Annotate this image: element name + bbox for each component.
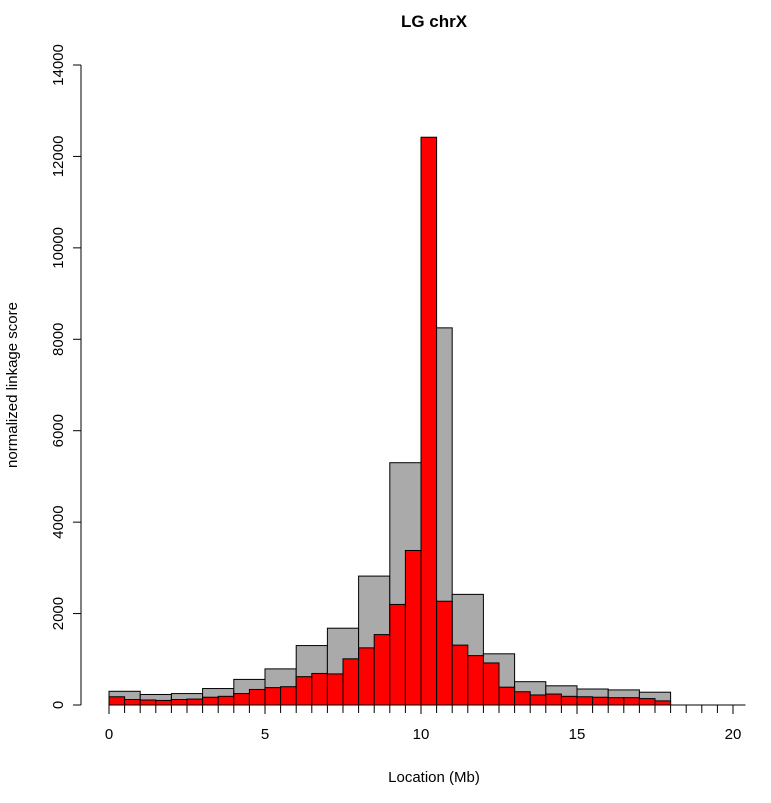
- bar-series-2-bin-15: [326, 673, 344, 706]
- bar-series-2-bin-35: [638, 698, 656, 706]
- bar-series-2-bin-26: [498, 686, 516, 706]
- bar-series-2-bin-9: [233, 693, 250, 706]
- bars-layer: [108, 136, 672, 706]
- y-tick-label: 14000: [50, 44, 67, 86]
- bar-series-2-bin-23: [451, 644, 469, 706]
- x-tick-label: 5: [261, 726, 269, 743]
- bar-series-2-bin-33: [607, 697, 625, 706]
- bar-series-2-bin-32: [592, 696, 609, 706]
- y-tick-label: 4000: [50, 505, 67, 538]
- chart-title: LG chrX: [401, 12, 468, 31]
- x-tick-label: 15: [569, 726, 586, 743]
- x-axis-label: Location (Mb): [388, 769, 480, 786]
- y-axis: 0 2000 4000 6000 8000 10000 12000 14000: [50, 44, 82, 709]
- y-tick-label: 6000: [50, 414, 67, 447]
- y-tick-label: 12000: [50, 136, 67, 178]
- x-tick-label: 10: [413, 726, 430, 743]
- bar-series-2-bin-31: [576, 696, 594, 706]
- bar-series-2-bin-17: [358, 647, 375, 706]
- bar-series-2-bin-5: [170, 699, 188, 706]
- bar-series-2-bin-25: [482, 662, 500, 706]
- bar-series-2-bin-21: [420, 136, 438, 706]
- y-axis-label: normalized linkage score: [4, 302, 21, 468]
- bar-series-2-bin-12: [280, 686, 297, 706]
- y-tick-label: 2000: [50, 597, 67, 630]
- bar-series-2-bin-2: [124, 699, 141, 706]
- bar-series-2-bin-13: [295, 676, 313, 706]
- bar-series-2-bin-11: [264, 687, 282, 706]
- bar-series-2-bin-29: [545, 693, 562, 706]
- bar-series-2-bin-14: [311, 672, 328, 706]
- bar-series-2-bin-24: [467, 655, 484, 706]
- bar-series-2-bin-6: [186, 698, 204, 706]
- bar-series-2-bin-19: [389, 603, 406, 706]
- x-axis: 0 5 10 15 20: [105, 704, 746, 743]
- x-tick-label: 0: [105, 726, 113, 743]
- bar-series-2-bin-30: [560, 695, 578, 706]
- y-tick-label: 10000: [50, 227, 67, 269]
- bar-series-2-bin-36: [654, 700, 672, 706]
- y-tick-label: 0: [50, 701, 67, 709]
- bar-series-2-bin-27: [514, 691, 531, 706]
- bar-series-2-bin-20: [404, 549, 422, 706]
- bar-series-2-bin-7: [202, 696, 219, 706]
- bar-series-2-bin-8: [217, 695, 235, 706]
- y-tick-label: 8000: [50, 323, 67, 356]
- bar-series-2-bin-28: [529, 694, 547, 706]
- bar-series-2-bin-10: [248, 688, 266, 706]
- bar-series-2-bin-1: [108, 696, 126, 706]
- bar-series-2-bin-18: [373, 634, 391, 706]
- bar-series-2-bin-22: [436, 600, 453, 706]
- bar-series-2-bin-16: [342, 658, 360, 706]
- bar-series-2-bin-4: [155, 699, 172, 706]
- x-tick-label: 20: [725, 726, 742, 743]
- bar-series-2-bin-34: [623, 697, 640, 706]
- bar-series-2-bin-3: [139, 699, 157, 706]
